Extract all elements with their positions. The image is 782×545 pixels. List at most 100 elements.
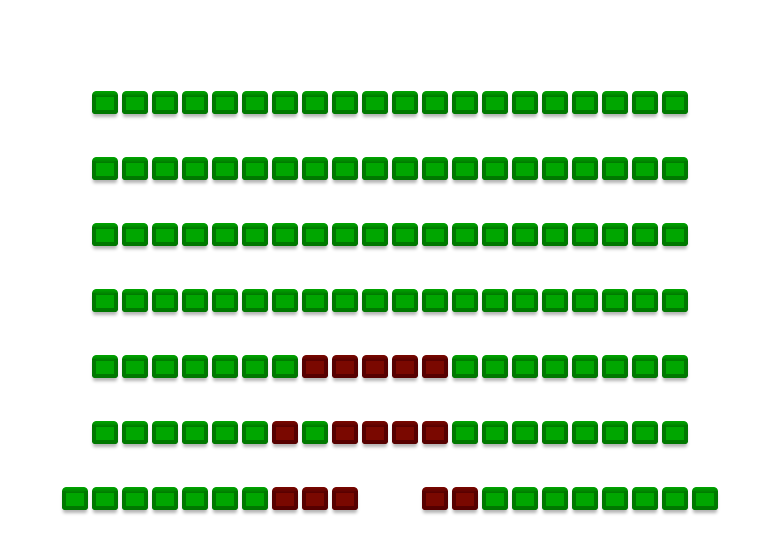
seat-available[interactable] bbox=[212, 289, 238, 312]
seat-available[interactable] bbox=[182, 355, 208, 378]
seat-available[interactable] bbox=[512, 289, 538, 312]
seat-available[interactable] bbox=[422, 157, 448, 180]
seat-available[interactable] bbox=[92, 157, 118, 180]
seat-available[interactable] bbox=[542, 91, 568, 114]
seat-available[interactable] bbox=[212, 355, 238, 378]
seat-available[interactable] bbox=[182, 91, 208, 114]
seat-available[interactable] bbox=[122, 289, 148, 312]
seat-available[interactable] bbox=[572, 157, 598, 180]
seat-available[interactable] bbox=[602, 223, 628, 246]
seat-available[interactable] bbox=[182, 289, 208, 312]
seat-available[interactable] bbox=[662, 355, 688, 378]
seat-available[interactable] bbox=[542, 487, 568, 510]
seat-available[interactable] bbox=[692, 487, 718, 510]
seat-available[interactable] bbox=[332, 91, 358, 114]
seat-available[interactable] bbox=[212, 487, 238, 510]
seat-taken[interactable] bbox=[422, 487, 448, 510]
seat-available[interactable] bbox=[632, 91, 658, 114]
seat-available[interactable] bbox=[362, 91, 388, 114]
seat-available[interactable] bbox=[572, 223, 598, 246]
seat-taken[interactable] bbox=[362, 421, 388, 444]
seat-available[interactable] bbox=[362, 223, 388, 246]
seat-available[interactable] bbox=[572, 421, 598, 444]
seat-available[interactable] bbox=[302, 157, 328, 180]
seat-available[interactable] bbox=[512, 355, 538, 378]
seat-available[interactable] bbox=[302, 223, 328, 246]
seat-available[interactable] bbox=[212, 157, 238, 180]
seat-available[interactable] bbox=[482, 157, 508, 180]
seat-available[interactable] bbox=[302, 289, 328, 312]
seat-available[interactable] bbox=[602, 487, 628, 510]
seat-available[interactable] bbox=[332, 289, 358, 312]
seat-available[interactable] bbox=[452, 355, 478, 378]
seat-taken[interactable] bbox=[392, 421, 418, 444]
seat-available[interactable] bbox=[482, 289, 508, 312]
seat-available[interactable] bbox=[422, 289, 448, 312]
seat-taken[interactable] bbox=[362, 355, 388, 378]
seat-available[interactable] bbox=[662, 487, 688, 510]
seat-available[interactable] bbox=[662, 91, 688, 114]
seat-available[interactable] bbox=[602, 421, 628, 444]
seat-available[interactable] bbox=[422, 223, 448, 246]
seat-available[interactable] bbox=[272, 157, 298, 180]
seat-available[interactable] bbox=[452, 223, 478, 246]
seat-available[interactable] bbox=[212, 91, 238, 114]
seat-available[interactable] bbox=[92, 487, 118, 510]
seat-available[interactable] bbox=[242, 223, 268, 246]
seat-available[interactable] bbox=[542, 289, 568, 312]
seat-available[interactable] bbox=[632, 355, 658, 378]
seat-available[interactable] bbox=[482, 91, 508, 114]
seat-available[interactable] bbox=[602, 91, 628, 114]
seat-available[interactable] bbox=[392, 91, 418, 114]
seat-taken[interactable] bbox=[422, 355, 448, 378]
seat-available[interactable] bbox=[332, 223, 358, 246]
seat-taken[interactable] bbox=[332, 421, 358, 444]
seat-available[interactable] bbox=[542, 223, 568, 246]
seat-available[interactable] bbox=[512, 91, 538, 114]
seat-available[interactable] bbox=[572, 355, 598, 378]
seat-available[interactable] bbox=[122, 223, 148, 246]
seat-taken[interactable] bbox=[272, 487, 298, 510]
seat-available[interactable] bbox=[182, 223, 208, 246]
seat-available[interactable] bbox=[392, 223, 418, 246]
seat-available[interactable] bbox=[272, 355, 298, 378]
seat-available[interactable] bbox=[632, 421, 658, 444]
seat-available[interactable] bbox=[212, 421, 238, 444]
seat-available[interactable] bbox=[152, 487, 178, 510]
seat-available[interactable] bbox=[152, 421, 178, 444]
seat-taken[interactable] bbox=[332, 355, 358, 378]
seat-available[interactable] bbox=[452, 421, 478, 444]
seat-available[interactable] bbox=[182, 157, 208, 180]
seat-available[interactable] bbox=[482, 421, 508, 444]
seat-available[interactable] bbox=[572, 91, 598, 114]
seat-available[interactable] bbox=[92, 91, 118, 114]
seat-available[interactable] bbox=[242, 355, 268, 378]
seat-available[interactable] bbox=[512, 157, 538, 180]
seat-available[interactable] bbox=[662, 223, 688, 246]
seat-available[interactable] bbox=[302, 421, 328, 444]
seat-taken[interactable] bbox=[392, 355, 418, 378]
seat-available[interactable] bbox=[152, 289, 178, 312]
seat-available[interactable] bbox=[242, 289, 268, 312]
seat-available[interactable] bbox=[92, 355, 118, 378]
seat-available[interactable] bbox=[242, 487, 268, 510]
seat-available[interactable] bbox=[662, 289, 688, 312]
seat-available[interactable] bbox=[122, 421, 148, 444]
seat-available[interactable] bbox=[122, 355, 148, 378]
seat-available[interactable] bbox=[512, 223, 538, 246]
seat-available[interactable] bbox=[452, 157, 478, 180]
seat-available[interactable] bbox=[632, 223, 658, 246]
seat-taken[interactable] bbox=[302, 487, 328, 510]
seat-available[interactable] bbox=[482, 487, 508, 510]
seat-available[interactable] bbox=[272, 289, 298, 312]
seat-available[interactable] bbox=[602, 157, 628, 180]
seat-available[interactable] bbox=[152, 157, 178, 180]
seat-available[interactable] bbox=[632, 289, 658, 312]
seat-available[interactable] bbox=[122, 91, 148, 114]
seat-available[interactable] bbox=[422, 91, 448, 114]
seat-available[interactable] bbox=[272, 91, 298, 114]
seat-available[interactable] bbox=[122, 487, 148, 510]
seat-available[interactable] bbox=[92, 421, 118, 444]
seat-available[interactable] bbox=[182, 487, 208, 510]
seat-available[interactable] bbox=[512, 421, 538, 444]
